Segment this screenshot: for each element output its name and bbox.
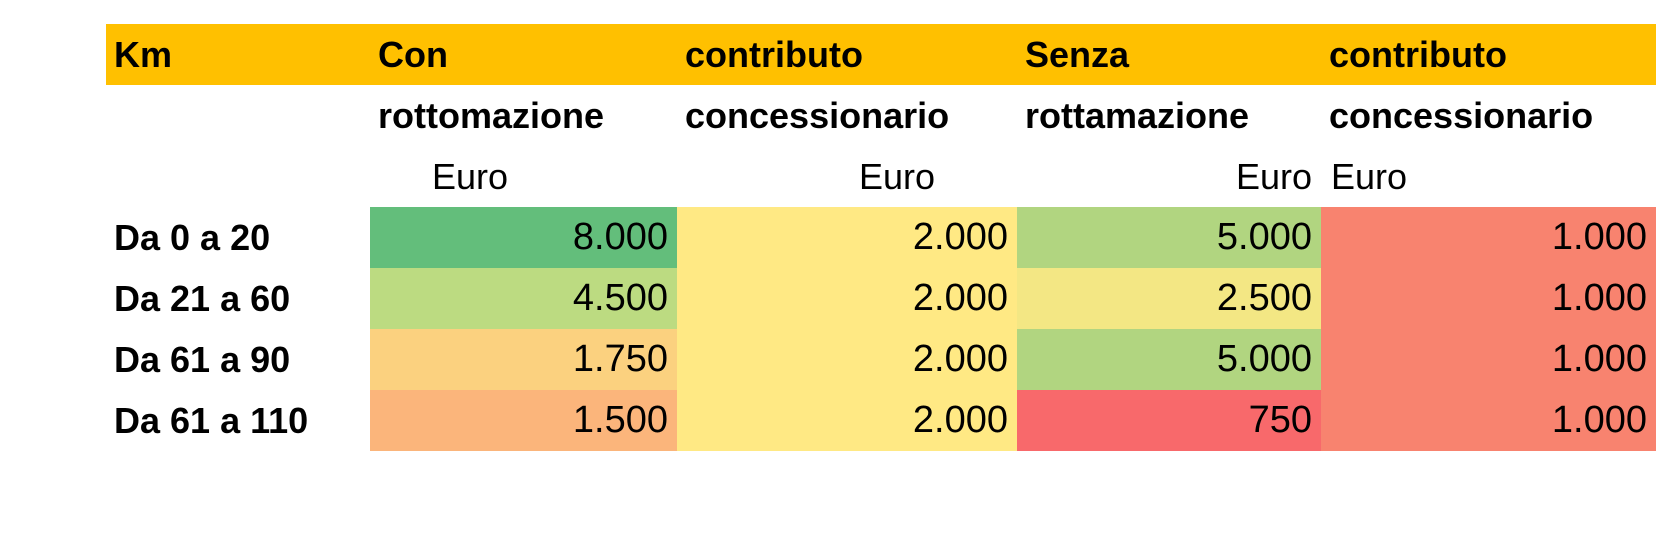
value-cell[interactable]: 1.000 [1321,268,1656,329]
value-cell[interactable]: 1.000 [1321,390,1656,451]
header-row2-empty[interactable] [106,85,370,146]
units-row: Euro Euro Euro Euro [106,146,1656,207]
value-cell[interactable]: 2.000 [677,268,1017,329]
value-cell[interactable]: 750 [1017,390,1321,451]
unit-euro-4[interactable]: Euro [1331,155,1408,197]
data-row-1: Da 21 a 60 4.500 2.000 2.500 1.000 [106,268,1656,329]
header-concessionario-2[interactable]: concessionario [1329,94,1594,136]
unit-empty[interactable] [106,146,370,207]
value-cell[interactable]: 2.000 [677,390,1017,451]
value-cell[interactable]: 1.000 [1321,329,1656,390]
row-label[interactable]: Da 0 a 20 [114,216,271,258]
value-cell[interactable]: 1.000 [1321,207,1656,268]
value-cell[interactable]: 8.000 [370,207,677,268]
value-cell[interactable]: 1.500 [370,390,677,451]
value-cell[interactable]: 4.500 [370,268,677,329]
header-row-1: Km Con contributo Senza contributo [106,24,1656,85]
data-row-2: Da 61 a 90 1.750 2.000 5.000 1.000 [106,329,1656,390]
data-row-3: Da 61 a 110 1.500 2.000 750 1.000 [106,390,1656,451]
spreadsheet-table: Km Con contributo Senza contributo rotto… [106,24,1656,451]
header-concessionario-1[interactable]: concessionario [685,94,950,136]
row-label[interactable]: Da 61 a 110 [114,399,309,441]
value-cell[interactable]: 5.000 [1017,207,1321,268]
header-contributo-2[interactable]: contributo [1329,33,1507,75]
unit-euro-2[interactable]: Euro [858,155,935,197]
header-km[interactable]: Km [114,33,173,75]
row-label[interactable]: Da 21 a 60 [114,277,291,319]
unit-euro-3[interactable]: Euro [1235,155,1312,197]
header-con[interactable]: Con [378,33,448,75]
unit-euro-1[interactable]: Euro [432,155,509,197]
header-rottomazione[interactable]: rottomazione [378,94,605,136]
header-senza[interactable]: Senza [1025,33,1130,75]
data-row-0: Da 0 a 20 8.000 2.000 5.000 1.000 [106,207,1656,268]
header-row-2: rottomazione concessionario rottamazione… [106,85,1656,146]
value-cell[interactable]: 2.500 [1017,268,1321,329]
value-cell[interactable]: 1.750 [370,329,677,390]
value-cell[interactable]: 2.000 [677,207,1017,268]
value-cell[interactable]: 2.000 [677,329,1017,390]
header-rottamazione[interactable]: rottamazione [1025,94,1250,136]
row-label[interactable]: Da 61 a 90 [114,338,291,380]
header-contributo-1[interactable]: contributo [685,33,863,75]
value-cell[interactable]: 5.000 [1017,329,1321,390]
